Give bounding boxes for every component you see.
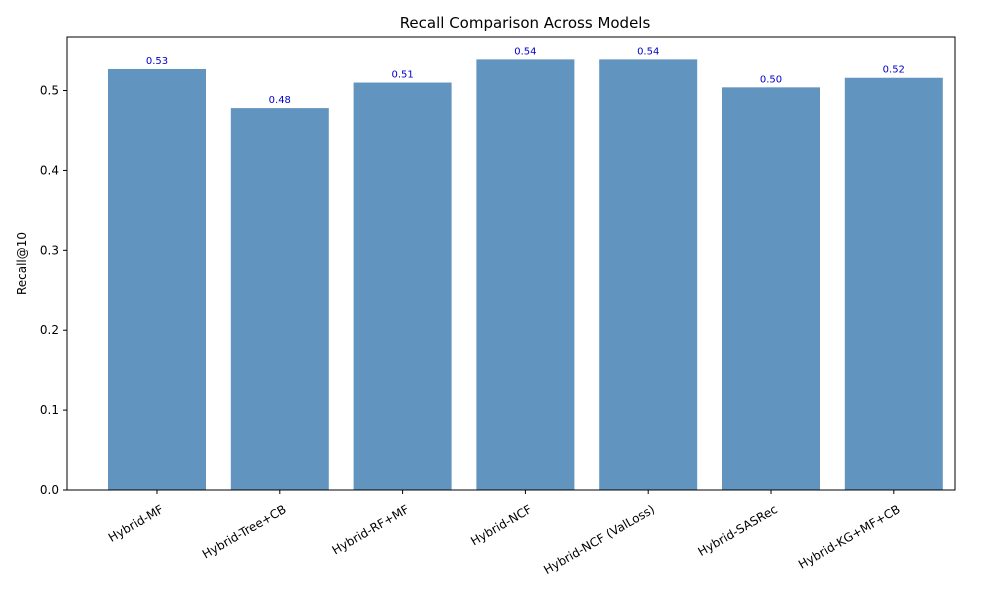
bar-4 [476,59,575,491]
bar-6 [722,87,820,490]
bar-value-label-5: 0.54 [637,46,659,57]
x-tick-label-3: Hybrid-RF+MF [330,502,412,557]
bar-1 [108,68,206,490]
x-tick-label-4: Hybrid-NCF [468,502,534,548]
x-tick-label-5: Hybrid-NCF (ValLoss) [541,502,657,577]
y-axis: 0.0 0.1 0.2 0.3 0.4 0.5 [40,84,67,497]
y-tick-label-5: 0.4 [40,163,59,177]
chart-title: Recall Comparison Across Models [400,14,651,32]
bar-2 [230,108,329,490]
bar-value-label-1: 0.53 [146,56,168,67]
y-tick-label-2: 0.1 [40,403,59,417]
bar-value-label-6: 0.50 [760,74,782,85]
bar-value-label-3: 0.51 [391,70,413,81]
y-tick-label-1: 0.0 [40,483,59,497]
plot-frame [66,36,956,491]
x-tick-label-7: Hybrid-KG+MF+CB [796,502,903,572]
x-tick-label-1: Hybrid-MF [106,502,166,545]
bar-value-label-4: 0.54 [514,46,536,57]
y-axis-label: Recall@10 [15,232,29,295]
bar-7 [844,77,943,490]
x-tick-label-6: Hybrid-SASRec [695,502,779,559]
bar-3 [353,82,452,491]
bars-layer [108,59,943,491]
x-tick-label-2: Hybrid-Tree+CB [200,502,289,561]
y-tick-label-4: 0.3 [40,243,59,257]
value-labels-layer: 0.53 0.48 0.51 0.54 0.54 0.50 0.52 [146,46,905,106]
y-tick-label-3: 0.2 [40,323,59,337]
x-axis: Hybrid-MF Hybrid-Tree+CB Hybrid-RF+MF Hybri… [106,490,903,577]
y-tick-label-6: 0.5 [40,84,59,98]
bar-value-label-2: 0.48 [269,95,291,106]
bar-5 [599,59,698,491]
bar-value-label-7: 0.52 [883,65,905,76]
